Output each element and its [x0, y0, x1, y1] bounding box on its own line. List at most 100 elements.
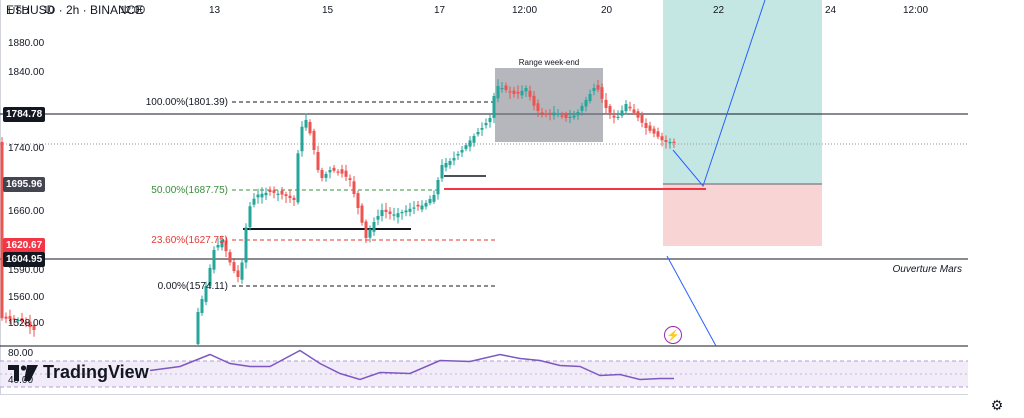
- candle-body: [424, 203, 428, 207]
- range-weekend-label: Range week-end: [519, 58, 579, 67]
- price-tick: 1880.00: [8, 38, 45, 49]
- currency-label[interactable]: USD: [8, 6, 30, 17]
- candle-body: [204, 286, 208, 302]
- tradingview-logo[interactable]: TradingView: [8, 362, 149, 383]
- price-chart-canvas[interactable]: 100.00%(1801.39) 50.00%(1687.75) 23.60%(…: [0, 0, 968, 394]
- candle-body: [496, 86, 500, 99]
- candle-body: [420, 205, 424, 210]
- candle-body: [32, 324, 36, 330]
- candle-body: [412, 207, 416, 209]
- time-tick: 24: [825, 5, 837, 16]
- candle-body: [612, 115, 616, 118]
- flash-icon[interactable]: ⚡: [664, 326, 682, 344]
- settings-gear-icon[interactable]: ⚙: [990, 396, 1004, 413]
- candle-body: [604, 99, 608, 108]
- candle-body: [432, 195, 436, 202]
- candle-body: [24, 321, 28, 325]
- candle-body: [8, 316, 12, 319]
- fib-236-label: 23.60%(1627.75): [151, 235, 228, 246]
- candle-body: [608, 106, 612, 113]
- bull-projection-path: [672, 0, 766, 188]
- candle-body: [416, 204, 420, 207]
- time-axis[interactable]: 10 12:00 13 15 17 12:00 20 22 24 12:00: [0, 5, 968, 418]
- candle-body: [540, 112, 544, 114]
- candle-body: [616, 116, 620, 119]
- price-tag-1784: 1784.78: [3, 107, 46, 122]
- candle-body: [248, 206, 252, 228]
- candle-body: [520, 90, 524, 96]
- candle-body: [644, 122, 648, 128]
- candle-body: [440, 165, 444, 179]
- candle-body: [596, 85, 600, 90]
- candle-body: [580, 106, 584, 111]
- candle-body: [592, 88, 596, 92]
- candle-body: [448, 161, 452, 165]
- candle-body: [200, 299, 204, 314]
- candle-body: [340, 169, 344, 174]
- candle-body: [300, 126, 304, 152]
- time-tick: 12:00: [903, 5, 929, 16]
- fib-0-label: 0.00%(1574.11): [158, 281, 228, 292]
- candle-body: [544, 113, 548, 115]
- candle-body: [264, 192, 268, 196]
- candle-body: [364, 221, 368, 238]
- candle-body: [16, 319, 20, 321]
- price-tick: 1840.00: [8, 67, 45, 78]
- profit-zone: [663, 0, 822, 184]
- candle-body: [212, 250, 216, 270]
- candle-body: [428, 199, 432, 204]
- time-tick: 17: [434, 5, 446, 16]
- candle-body: [628, 106, 632, 109]
- candle-body: [384, 209, 388, 212]
- candle-body: [324, 174, 328, 178]
- candle-body: [536, 103, 540, 111]
- candle-body: [600, 87, 604, 99]
- candle-body: [632, 109, 636, 113]
- candle-body: [548, 112, 552, 115]
- candle-body: [504, 85, 508, 90]
- candle-body: [296, 153, 300, 203]
- candle-body: [312, 130, 316, 150]
- candle-body: [464, 145, 468, 149]
- candle-body: [376, 216, 380, 220]
- candle-body: [308, 121, 312, 134]
- candle-body: [564, 114, 568, 118]
- candle-body: [272, 190, 276, 193]
- candle-body: [304, 120, 308, 128]
- candle-body: [400, 212, 404, 214]
- candle-body: [524, 88, 528, 92]
- candle-body: [220, 240, 224, 248]
- candle-body: [372, 222, 376, 232]
- candle-body: [468, 140, 472, 147]
- candle-body: [320, 169, 324, 178]
- candle-body: [4, 316, 8, 319]
- candle-body: [488, 118, 492, 123]
- candle-body: [352, 181, 356, 194]
- tradingview-logo-icon: [8, 364, 38, 381]
- candle-body: [568, 116, 572, 118]
- candle-body: [512, 90, 516, 94]
- bear-projection-path: [666, 255, 717, 347]
- candle-body: [360, 205, 364, 223]
- candle-body: [508, 91, 512, 93]
- candle-body: [388, 211, 392, 214]
- rsi-tick: 80.00: [8, 348, 34, 359]
- candle-body: [672, 141, 676, 143]
- candle-body: [556, 113, 560, 115]
- time-tick: 13: [209, 5, 221, 16]
- candle-body: [288, 195, 292, 198]
- candle-body: [196, 312, 200, 345]
- symbol-title[interactable]: ETHUSD · 2h · BINANCE: [6, 3, 144, 17]
- price-axis[interactable]: USD 1880.00 1840.00 1740.00 1660.00 1590…: [0, 0, 57, 394]
- candle-body: [392, 214, 396, 216]
- rsi-tick: 40.00: [8, 375, 34, 386]
- candle-body: [292, 197, 296, 200]
- fib-50-label: 50.00%(1687.75): [151, 185, 228, 196]
- candle-body: [584, 100, 588, 107]
- price-tag-1604: 1604.95: [3, 252, 46, 267]
- time-tick: 20: [601, 5, 613, 16]
- candle-body: [640, 114, 644, 123]
- price-tick: 1590.00: [8, 265, 45, 276]
- candle-body: [444, 163, 448, 168]
